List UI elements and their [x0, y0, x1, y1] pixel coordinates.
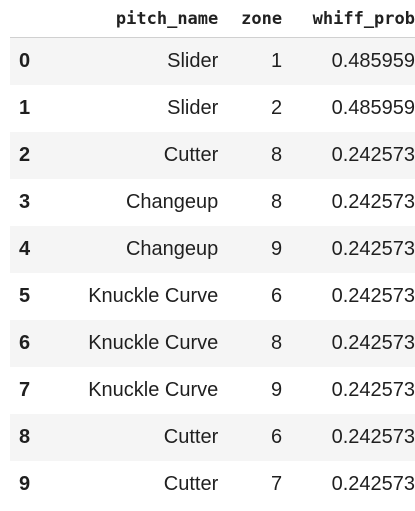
pitch-name-cell: Changeup [125, 190, 219, 213]
table-row: 6 Knuckle Curve 8 0.242573 [10, 319, 415, 367]
zone-cell: 8 [271, 143, 283, 166]
row-index: 2 [19, 143, 31, 166]
pitch-name-cell: Knuckle Curve [88, 331, 219, 354]
row-index: 6 [19, 331, 31, 354]
row-index: 5 [19, 284, 31, 307]
row-index: 3 [19, 190, 31, 213]
whiff-prob-cell: 0.242573 [331, 425, 415, 448]
table-row: 2 Cutter 8 0.242573 [10, 131, 415, 179]
table-row: 4 Changeup 9 0.242573 [10, 225, 415, 273]
row-index: 0 [19, 49, 31, 72]
row-index: 4 [19, 237, 31, 260]
zone-cell: 9 [271, 378, 283, 401]
pitch-name-cell: Slider [167, 96, 219, 119]
table-row: 5 Knuckle Curve 6 0.242573 [10, 272, 415, 320]
zone-cell: 8 [271, 331, 283, 354]
header-whiff-prob: whiff_prob [282, 0, 415, 38]
table-body: 0 Slider 1 0.485959 1 Slider 2 0.485959 2 Cutter 8… [10, 37, 415, 508]
row-index: 1 [19, 96, 31, 119]
pitch-name-cell: Knuckle Curve [88, 284, 219, 307]
whiff-prob-cell: 0.242573 [331, 190, 415, 213]
whiff-prob-cell: 0.485959 [331, 49, 415, 72]
zone-cell: 6 [271, 284, 283, 307]
pitch-name-cell: Cutter [163, 472, 219, 495]
whiff-prob-cell: 0.242573 [331, 284, 415, 307]
header-pitch-name: pitch_name [49, 0, 219, 38]
zone-cell: 7 [271, 472, 283, 495]
row-index: 8 [19, 425, 31, 448]
zone-cell: 1 [271, 49, 283, 72]
table-row: 7 Knuckle Curve 9 0.242573 [10, 366, 415, 414]
zone-cell: 8 [271, 190, 283, 213]
table-row: 0 Slider 1 0.485959 [10, 37, 415, 85]
whiff-prob-cell: 0.242573 [331, 331, 415, 354]
table-row: 9 Cutter 7 0.242573 [10, 460, 415, 508]
pitch-name-cell: Knuckle Curve [88, 378, 219, 401]
header-index [10, 0, 50, 38]
pitch-name-cell: Slider [167, 49, 219, 72]
header-zone: zone [218, 0, 283, 38]
whiff-prob-cell: 0.242573 [331, 143, 415, 166]
whiff-prob-cell: 0.242573 [331, 378, 415, 401]
whiff-prob-cell: 0.485959 [331, 96, 415, 119]
table-row: 1 Slider 2 0.485959 [10, 84, 415, 132]
header-row: pitch_name zone whiff_prob [10, 0, 415, 38]
whiff-prob-cell: 0.242573 [331, 237, 415, 260]
row-index: 9 [19, 472, 31, 495]
zone-cell: 2 [271, 96, 283, 119]
pitch-name-cell: Cutter [163, 425, 219, 448]
whiff-prob-cell: 0.242573 [331, 472, 415, 495]
pitch-name-cell: Cutter [163, 143, 219, 166]
pitch-name-cell: Changeup [125, 237, 219, 260]
dataframe-table: pitch_name zone whiff_prob 0 Slider 1 0.485… [10, 0, 415, 508]
zone-cell: 6 [271, 425, 283, 448]
zone-cell: 9 [271, 237, 283, 260]
table-row: 3 Changeup 8 0.242573 [10, 178, 415, 226]
table-row: 8 Cutter 6 0.242573 [10, 413, 415, 461]
row-index: 7 [19, 378, 31, 401]
